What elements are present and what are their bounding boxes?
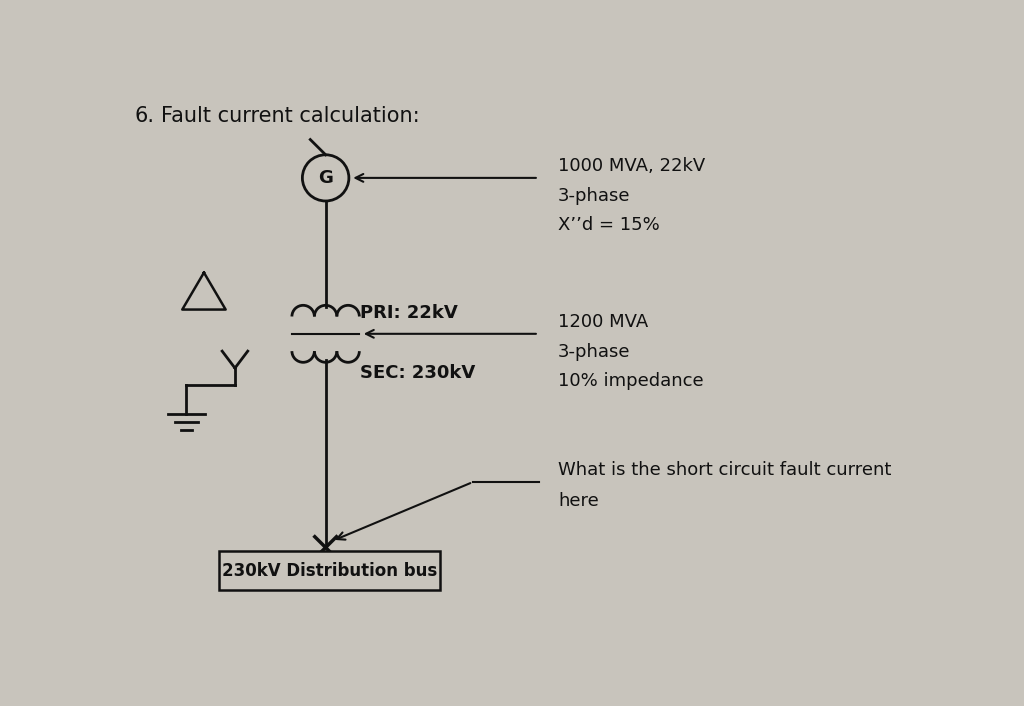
Text: 6.: 6. (134, 107, 155, 126)
Text: 3-phase: 3-phase (558, 342, 631, 361)
Text: 1200 MVA: 1200 MVA (558, 313, 648, 331)
Text: PRI: 22kV: PRI: 22kV (360, 304, 459, 322)
Text: G: G (318, 169, 333, 187)
Text: SEC: 230kV: SEC: 230kV (360, 364, 476, 382)
Text: 10% impedance: 10% impedance (558, 372, 703, 390)
Text: here: here (558, 492, 599, 510)
Text: 1000 MVA, 22kV: 1000 MVA, 22kV (558, 157, 706, 175)
Text: 3-phase: 3-phase (558, 186, 631, 205)
Text: X’’d = 15%: X’’d = 15% (558, 216, 659, 234)
FancyBboxPatch shape (219, 551, 440, 590)
Text: Fault current calculation:: Fault current calculation: (161, 107, 419, 126)
Text: What is the short circuit fault current: What is the short circuit fault current (558, 462, 892, 479)
Text: 230kV Distribution bus: 230kV Distribution bus (222, 561, 437, 580)
